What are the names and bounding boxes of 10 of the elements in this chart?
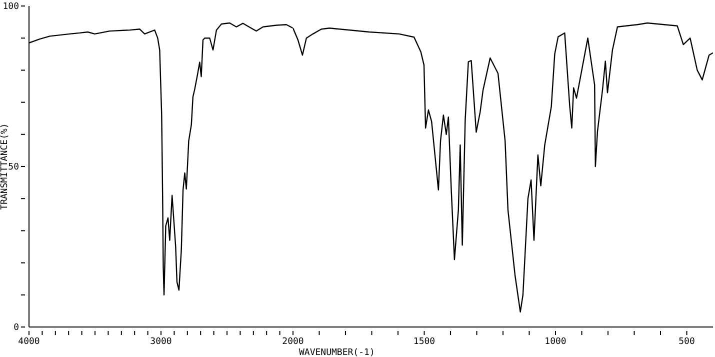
x-tick-label: 1000 (544, 337, 566, 347)
x-tick-label: 3000 (150, 337, 172, 347)
x-tick-label: 500 (678, 337, 695, 347)
x-tick-label: 1500 (413, 337, 436, 347)
y-tick-label: 50 (8, 162, 19, 172)
x-axis-title: WAVENUMBER(-1) (299, 348, 375, 357)
y-tick-label: 100 (2, 2, 19, 12)
x-tick-label: 2000 (282, 337, 304, 347)
y-tick-label: 0 (14, 323, 19, 333)
x-tick-label: 4000 (18, 337, 40, 347)
